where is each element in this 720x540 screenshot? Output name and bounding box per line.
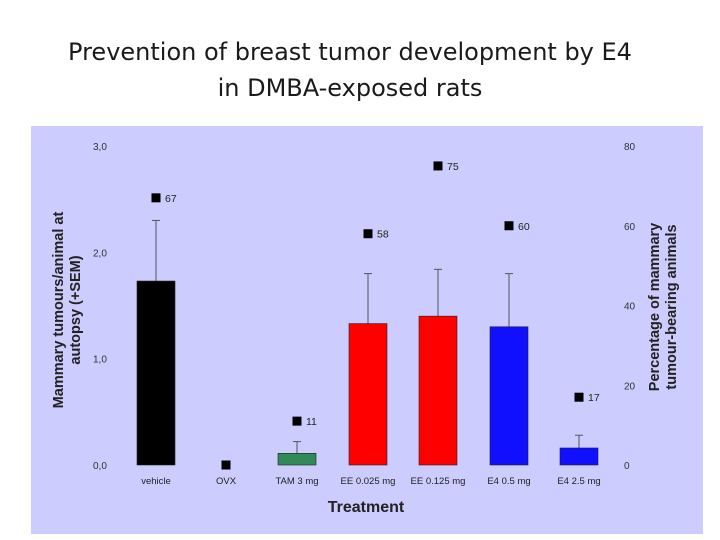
left-y-axis-title: Mammary tumours/animal atautopsy (+SEM)	[51, 212, 84, 409]
percentage-marker	[292, 416, 302, 426]
percentage-marker	[433, 161, 443, 171]
slide-title: Prevention of breast tumor development b…	[0, 34, 700, 106]
bar	[136, 280, 176, 466]
bar	[489, 326, 529, 466]
left-y-tick-label: 3,0	[93, 142, 107, 153]
left-y-axis-title-line: Mammary tumours/animal at	[51, 212, 67, 409]
x-category-label: E4 0.5 mg	[487, 476, 530, 487]
x-category-label: TAM 3 mg	[275, 476, 318, 487]
slide-title-line-2: in DMBA-exposed rats	[217, 74, 483, 102]
x-axis-title: Treatment	[328, 499, 405, 516]
x-category-label: vehicle	[141, 476, 171, 487]
x-category-label: E4 2.5 mg	[557, 476, 600, 487]
x-category-label: OVX	[216, 476, 237, 487]
right-y-tick-label: 40	[624, 302, 636, 313]
left-y-axis-title-line: autopsy (+SEM)	[68, 255, 84, 364]
right-y-axis-title-line: Percentage of mammary	[647, 223, 663, 391]
right-y-axis-title: Percentage of mammarytumour-bearing anim…	[647, 223, 680, 391]
percentage-marker	[363, 229, 373, 239]
bar	[418, 315, 458, 466]
percentage-marker	[151, 193, 161, 203]
percentage-marker	[221, 460, 231, 470]
percentage-data-label: 75	[447, 161, 459, 173]
right-y-tick-label: 0	[624, 461, 630, 472]
percentage-marker	[504, 221, 514, 231]
bar	[277, 453, 317, 466]
percentage-data-label: 58	[377, 229, 389, 241]
x-category-label: EE 0.125 mg	[411, 476, 466, 487]
percentage-data-label: 60	[518, 221, 530, 233]
chart-layer: 0,0 1,0 2,0 3,0 0 20 40 60 80 Mammary tumours/ani…	[51, 142, 680, 516]
right-y-axis-title-line: tumour-bearing animals	[664, 224, 680, 389]
percentage-data-label: 67	[165, 193, 177, 205]
percentage-data-label: 17	[588, 392, 600, 404]
bar	[348, 323, 388, 466]
right-y-tick-label: 20	[624, 381, 636, 392]
percentage-marker	[574, 392, 584, 402]
slide-title-line-1: Prevention of breast tumor development b…	[68, 38, 632, 66]
x-category-label: EE 0.025 mg	[341, 476, 396, 487]
percentage-data-label: 11	[306, 416, 317, 428]
left-y-tick-label: 0,0	[93, 461, 107, 472]
right-y-tick-label: 80	[624, 142, 636, 153]
left-y-tick-label: 1,0	[93, 355, 107, 366]
left-y-tick-label: 2,0	[93, 248, 107, 259]
bar	[559, 447, 599, 466]
right-y-tick-label: 60	[624, 222, 636, 233]
